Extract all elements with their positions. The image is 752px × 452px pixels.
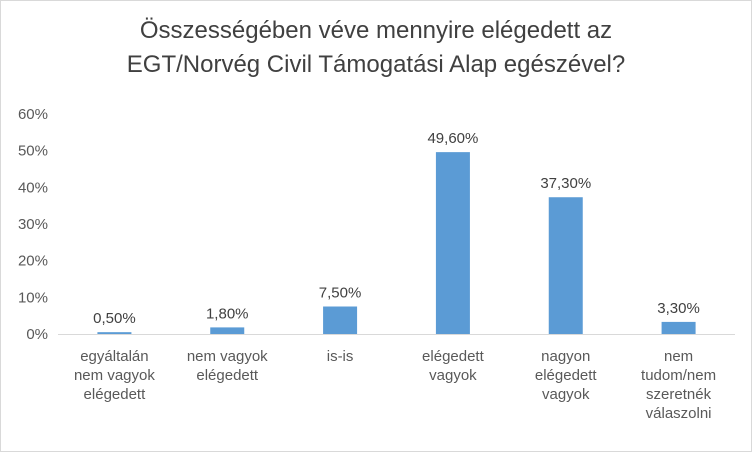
category-label: nagyon elégedett vagyok <box>535 348 598 403</box>
data-label: 0,50% <box>93 310 136 327</box>
bar <box>323 306 358 334</box>
category-label-line: válaszolni <box>646 405 712 422</box>
category-label-line: elégedett <box>84 386 147 403</box>
y-tick-label: 30% <box>18 216 48 233</box>
bar <box>661 321 696 334</box>
category-label-line: nem vagyok <box>187 348 268 365</box>
y-tick-label: 10% <box>18 289 48 306</box>
data-label: 49,60% <box>427 130 478 147</box>
y-tick-label: 60% <box>18 106 48 123</box>
category-label: elégedett vagyok <box>422 348 485 384</box>
bar <box>435 152 470 334</box>
bar <box>97 332 132 334</box>
y-tick-label: 40% <box>18 179 48 196</box>
category-label-line: nagyon <box>541 348 590 365</box>
data-label: 37,30% <box>540 175 591 192</box>
category-label-line: szeretnék <box>646 386 712 403</box>
y-tick-label: 20% <box>18 253 48 270</box>
category-label: egyáltalán nem vagyok elégedett <box>74 348 155 403</box>
y-tick-label: 50% <box>18 143 48 160</box>
category-label-line: vagyok <box>429 367 477 384</box>
category-label: is-is <box>327 348 354 365</box>
bar <box>548 197 583 334</box>
category-label-line: tudom/nem <box>641 367 716 384</box>
chart-title: Összességében véve mennyire elégedett az… <box>0 14 752 82</box>
data-label: 3,30% <box>657 300 700 317</box>
y-tick-label: 0% <box>26 326 48 343</box>
category-label-line: elégedett <box>196 367 259 384</box>
bar <box>210 327 245 334</box>
category-label-line: nem vagyok <box>74 367 155 384</box>
category-label-line: egyáltalán <box>80 348 148 365</box>
chart-title-line-1: Összességében véve mennyire elégedett az <box>139 17 613 44</box>
category-label: nem vagyok elégedett <box>187 348 268 384</box>
category-label-line: vagyok <box>542 386 590 403</box>
category-label: nem tudom/nem szeretnék válaszolni <box>641 348 716 422</box>
data-label: 7,50% <box>319 285 362 302</box>
category-label-line: elégedett <box>535 367 598 384</box>
chart-title-line-2: EGT/Norvég Civil Támogatási Alap egészév… <box>126 51 626 78</box>
category-label-line: is-is <box>327 348 354 365</box>
data-label: 1,80% <box>206 305 249 322</box>
category-label-line: elégedett <box>422 348 485 365</box>
category-label-line: nem <box>664 348 693 365</box>
